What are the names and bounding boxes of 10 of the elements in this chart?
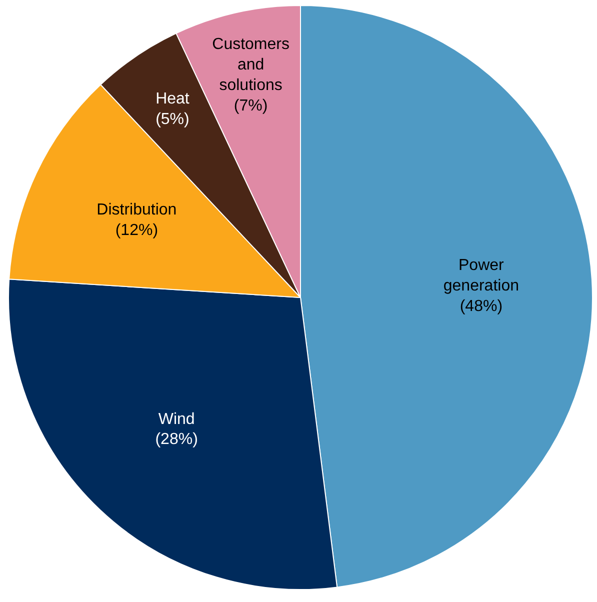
slice-label: Distribution [96,202,177,219]
data-label: (7%) [234,97,268,114]
data-label: (12%) [115,222,158,240]
slice-label: Power generation [443,257,519,295]
data-label: (48%) [460,298,503,316]
data-label: (5%) [156,110,190,128]
data-label: (28%) [155,431,198,448]
slice-label: Heat [156,90,190,108]
slice-label: Wind [158,410,195,428]
slice-label: Customers and solutions [212,36,290,94]
